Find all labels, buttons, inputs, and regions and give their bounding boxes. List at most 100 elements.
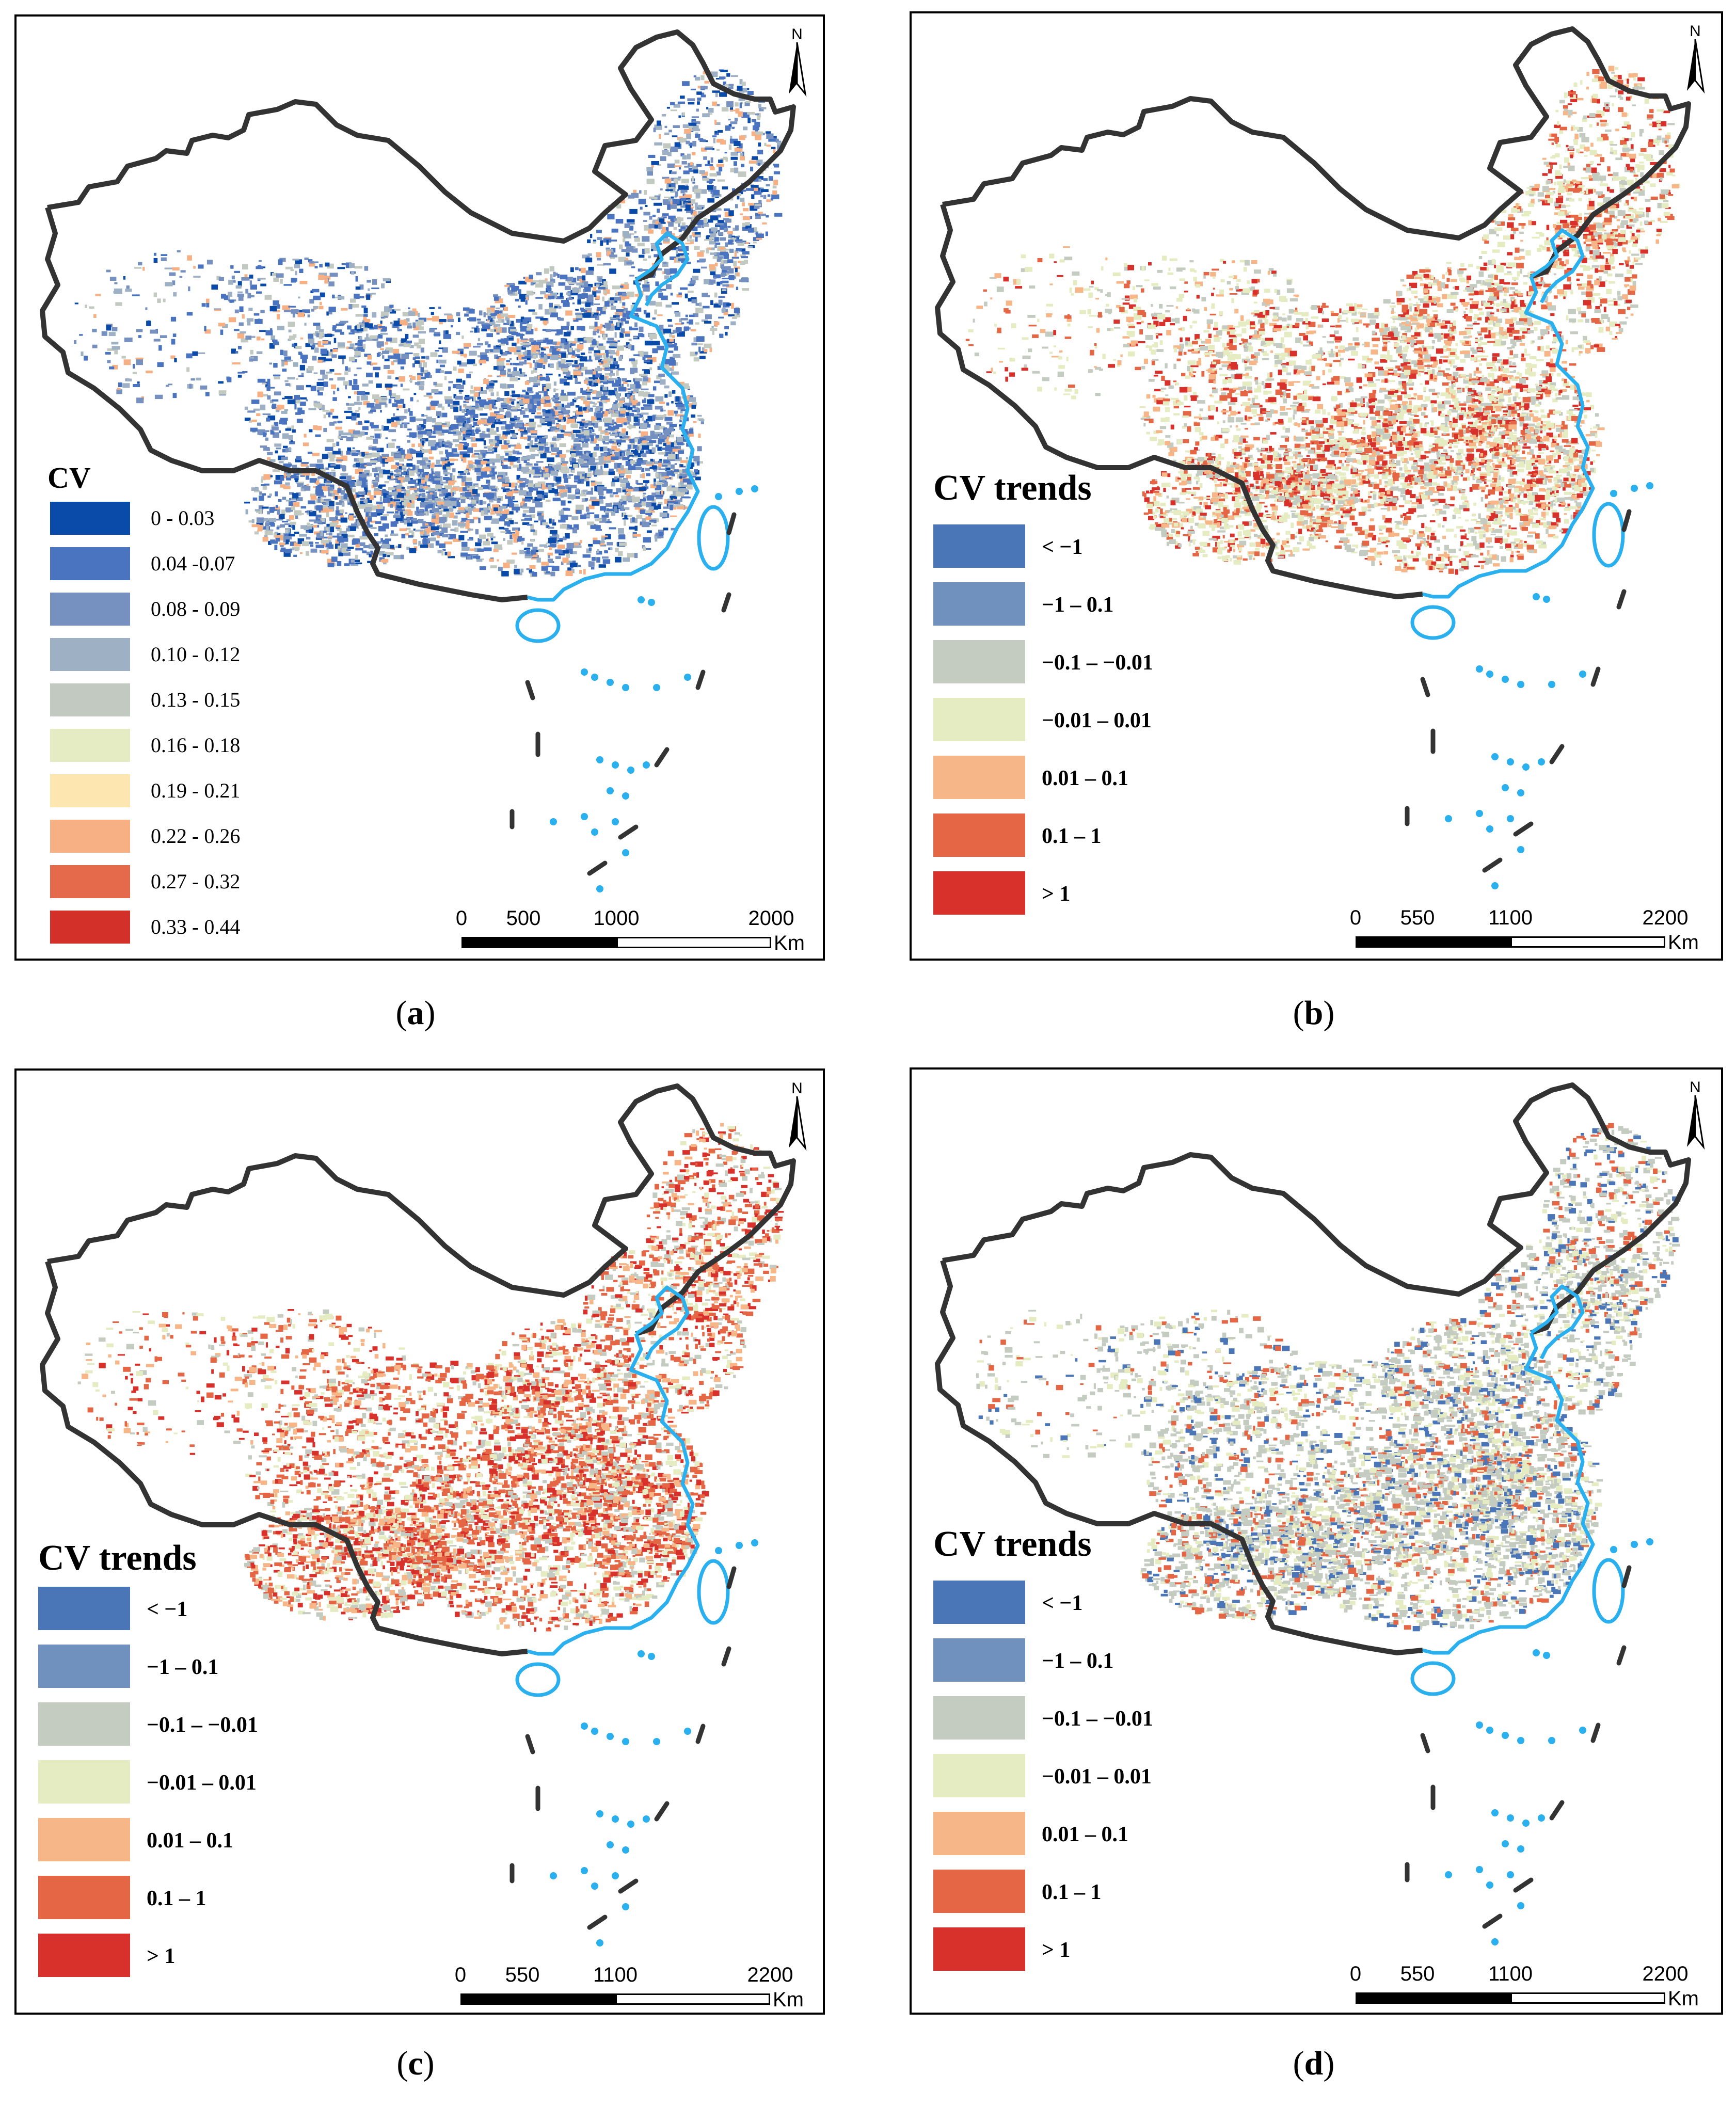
- scale-tick-label: 0: [1350, 1963, 1361, 1986]
- boundary-dash: [654, 1801, 670, 1822]
- country-border: [47, 29, 796, 282]
- scale-bar-white: [1510, 936, 1665, 948]
- legend-label: 0.27 - 0.32: [151, 869, 240, 894]
- hainan-island: [1410, 1661, 1456, 1696]
- island-dot: [1517, 1737, 1524, 1744]
- legend-swatch: [38, 1760, 130, 1804]
- scale-unit: Km: [774, 932, 805, 955]
- island-dot: [1507, 815, 1514, 822]
- island-dot: [581, 813, 588, 820]
- legend-label: 0.01 – 0.1: [1042, 1822, 1128, 1847]
- raster-patches: [965, 66, 1681, 575]
- legend-swatch: [933, 756, 1025, 799]
- island-dot: [1517, 681, 1524, 688]
- taiwan-island: [1592, 502, 1625, 568]
- boundary-dash: [1549, 744, 1565, 764]
- boundary-dash: [1590, 1722, 1601, 1743]
- island-dot: [1476, 1866, 1483, 1873]
- legend-swatch: [50, 593, 130, 626]
- north-label: N: [1680, 23, 1711, 40]
- scale-tick-label: 2000: [748, 907, 794, 930]
- boundary-dash: [525, 680, 535, 700]
- north-arrow-icon: N: [782, 26, 813, 98]
- legend-swatch: [38, 1876, 130, 1919]
- coastline: [635, 1285, 690, 1361]
- island-dot: [1502, 784, 1509, 791]
- island-dot: [627, 1821, 634, 1828]
- raster-patches: [74, 69, 783, 578]
- legend-label: 0.08 - 0.09: [151, 597, 240, 621]
- island-dot: [1646, 1538, 1653, 1545]
- island-dot: [1517, 1845, 1524, 1853]
- scale-tick-label: 0: [455, 1964, 466, 1987]
- boundary-dash: [1420, 677, 1430, 697]
- scale-bar: 0 550 1100 2200 Km: [1350, 906, 1699, 954]
- island-dot: [1548, 1737, 1555, 1744]
- island-dot: [643, 761, 650, 769]
- north-arrow-icon: N: [1680, 23, 1711, 95]
- scale-tick-label: 2200: [1643, 906, 1689, 930]
- island-dot: [607, 1841, 614, 1848]
- legend-swatch: [38, 1934, 130, 1977]
- legend-label: −0.1 – −0.01: [147, 1713, 258, 1737]
- scale-bar-white: [616, 937, 771, 948]
- country-border: [40, 206, 528, 602]
- island-dot: [648, 599, 655, 606]
- legend-label: 0 - 0.03: [151, 506, 214, 530]
- island-dot: [715, 493, 722, 500]
- boundary-dash: [721, 1646, 731, 1667]
- island-dot: [1491, 1809, 1499, 1816]
- legend-title: CV trends: [38, 1538, 197, 1579]
- island-dot: [627, 767, 634, 774]
- boundary-dash: [587, 1914, 608, 1930]
- island-dot: [581, 668, 588, 676]
- island-dot: [550, 1872, 557, 1879]
- island-dot: [1491, 1938, 1499, 1945]
- boundary-dash: [695, 669, 706, 690]
- island-dot: [1538, 758, 1545, 765]
- island-dot: [751, 485, 758, 492]
- boundary-dash: [654, 747, 670, 768]
- legend-label: 0.22 - 0.26: [151, 824, 240, 848]
- caption-a: (a): [364, 994, 467, 1033]
- legend-label: 0.01 – 0.1: [147, 1828, 233, 1853]
- island-dot: [736, 488, 743, 495]
- island-dot: [607, 679, 614, 686]
- island-dot: [751, 1539, 758, 1546]
- boundary-dash: [1590, 666, 1601, 687]
- map-panel-d: CV trends < −1 −1 – 0.1 −0.1 – −0.01 −0.01 –…: [910, 1067, 1723, 2015]
- legend-swatch: [38, 1702, 130, 1746]
- legend-title: CV trends: [933, 1524, 1092, 1565]
- north-arrow-icon: N: [782, 1080, 813, 1152]
- island-dot: [684, 674, 691, 681]
- map-svg: [935, 1082, 1691, 1945]
- boundary-dash: [695, 1724, 706, 1744]
- island-dot: [1533, 593, 1540, 600]
- hainan-island: [515, 1662, 561, 1697]
- legend-swatch: [933, 582, 1025, 626]
- coastline: [1422, 1332, 1595, 1655]
- island-dot: [1522, 763, 1530, 771]
- legend-label: 0.13 - 0.15: [151, 688, 240, 712]
- scale-bar-white: [615, 1993, 770, 2005]
- north-label: N: [782, 26, 813, 43]
- island-dot: [1522, 1820, 1530, 1827]
- boundary-dash: [1621, 1565, 1632, 1588]
- legend-swatch: [50, 774, 130, 807]
- island-dot: [1517, 789, 1524, 796]
- country-border: [40, 1261, 528, 1656]
- legend-title: CV: [47, 460, 91, 495]
- taiwan-island: [1592, 1558, 1625, 1624]
- boundary-dash: [525, 1734, 535, 1754]
- legend-label: −0.1 – −0.01: [1042, 1706, 1153, 1731]
- legend-swatch: [933, 1927, 1025, 1971]
- scale-tick-label: 500: [506, 907, 541, 930]
- island-dot: [736, 1542, 743, 1549]
- legend-label: > 1: [1042, 882, 1070, 906]
- legend-label: −1 – 0.1: [147, 1655, 218, 1680]
- legend-label: 0.10 - 0.12: [151, 642, 240, 666]
- map-panel-b: CV trends < −1 −1 – 0.1 −0.1 – −0.01 −0.01 –…: [910, 11, 1723, 961]
- island-dot: [648, 1653, 655, 1660]
- legend-label: −0.01 – 0.01: [1042, 708, 1152, 733]
- island-dot: [1538, 1814, 1545, 1822]
